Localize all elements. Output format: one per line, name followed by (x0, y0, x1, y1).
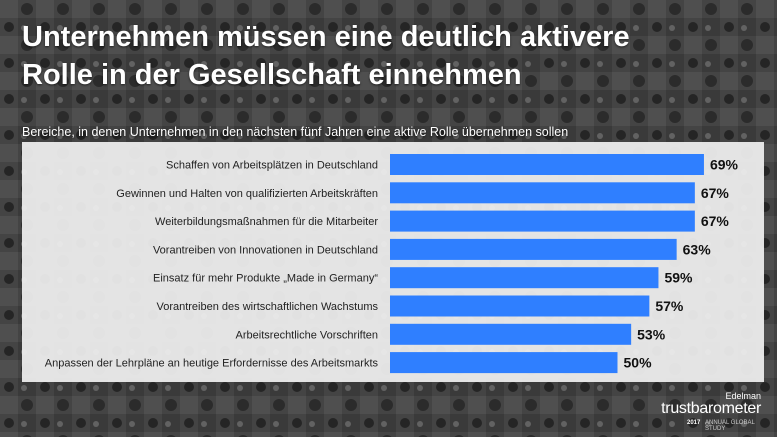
edelman-trustbarometer-logo: Edelman trustbarometer 2017 ANNUAL GLOBA… (657, 391, 765, 432)
category-label: Vorantreiben des wirtschaftlichen Wachst… (156, 301, 378, 313)
bar (390, 323, 632, 345)
category-label: Arbeitsrechtliche Vorschriften (236, 329, 378, 341)
bar (390, 210, 695, 232)
title-line-1: Unternehmen müssen eine deutlich aktiver… (22, 21, 630, 53)
bar (390, 154, 704, 175)
bar (390, 182, 695, 204)
category-label: Anpassen der Lehrpläne an heutige Erford… (45, 358, 379, 370)
page-title: Unternehmen müssen eine deutlich aktiver… (22, 18, 722, 94)
logo-name: trustbarometer (661, 400, 761, 417)
logo-study: ANNUAL GLOBAL STUDY (705, 420, 755, 432)
category-label: Vorantreiben von Innovationen in Deutsch… (153, 244, 378, 256)
bar (390, 295, 650, 317)
value-label: 50% (624, 355, 653, 371)
logo-brand: Edelman (725, 391, 761, 401)
value-label: 57% (655, 298, 684, 314)
bar (390, 238, 677, 260)
bar (390, 352, 618, 374)
value-label: 69% (710, 157, 739, 173)
bar (390, 267, 659, 289)
chart-title: Bereiche, in denen Unternehmen in den nä… (22, 125, 569, 139)
value-label: 63% (683, 241, 712, 257)
value-label: 67% (701, 213, 730, 229)
bar-chart: Schaffen von Arbeitsplätzen in Deutschla… (45, 154, 739, 374)
logo-year: 2017 (687, 420, 701, 426)
category-label: Gewinnen und Halten von qualifizierten A… (116, 188, 378, 200)
category-label: Schaffen von Arbeitsplätzen in Deutschla… (166, 160, 378, 172)
category-label: Einsatz für mehr Produkte „Made in Germa… (153, 273, 378, 285)
value-label: 59% (664, 270, 693, 286)
title-line-2: Rolle in der Gesellschaft einnehmen (22, 59, 522, 91)
value-label: 67% (701, 185, 730, 201)
value-label: 53% (637, 326, 666, 342)
category-label: Weiterbildungsmaßnahmen für die Mitarbei… (155, 216, 378, 228)
